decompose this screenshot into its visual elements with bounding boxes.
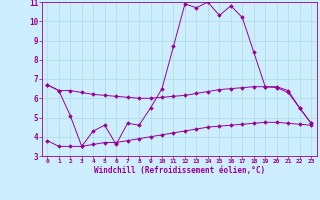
X-axis label: Windchill (Refroidissement éolien,°C): Windchill (Refroidissement éolien,°C) [94,166,265,175]
